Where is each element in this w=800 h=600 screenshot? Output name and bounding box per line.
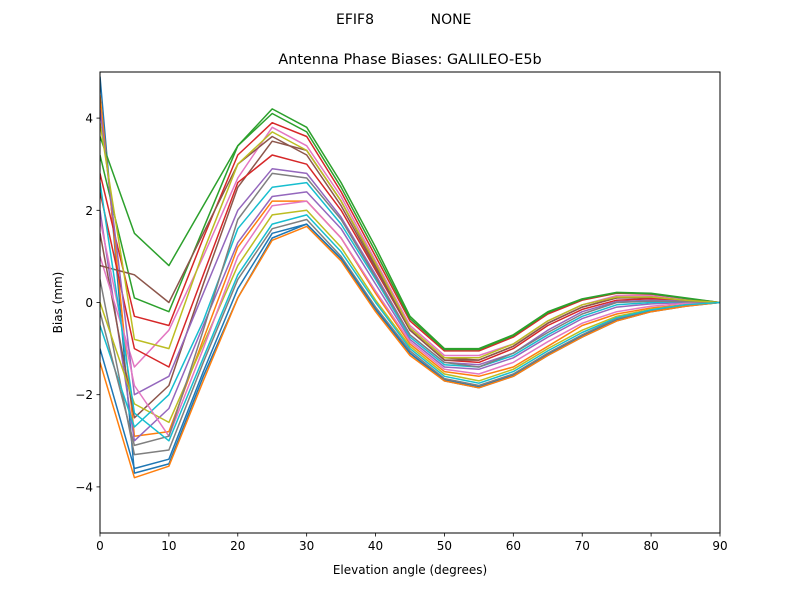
chart-title: Antenna Phase Biases: GALILEO-E5b bbox=[278, 52, 541, 68]
series-line-9 bbox=[100, 209, 720, 424]
x-tick-label: 80 bbox=[643, 539, 658, 553]
x-tick-label: 40 bbox=[368, 539, 383, 553]
series-line-19 bbox=[100, 122, 720, 359]
y-tick-label: 2 bbox=[85, 204, 93, 218]
x-tick-label: 90 bbox=[712, 539, 727, 553]
series-line-18 bbox=[100, 172, 720, 447]
y-tick-label: −4 bbox=[75, 480, 93, 494]
series-line-16 bbox=[100, 135, 720, 361]
x-tick-label: 30 bbox=[299, 539, 314, 553]
series-line-5 bbox=[100, 191, 720, 442]
x-tick-label: 70 bbox=[575, 539, 590, 553]
x-tick-label: 10 bbox=[161, 539, 176, 553]
series-line-20 bbox=[100, 182, 720, 442]
y-tick-label: 0 bbox=[85, 296, 93, 310]
series-line-13 bbox=[100, 112, 720, 351]
x-tick-label: 60 bbox=[506, 539, 521, 553]
y-axis: −4 −2 0 2 4 bbox=[75, 112, 100, 494]
series-line-17 bbox=[100, 200, 720, 437]
x-tick-label: 50 bbox=[437, 539, 452, 553]
x-tick-label: 0 bbox=[96, 539, 104, 553]
y-axis-label: Bias (mm) bbox=[51, 272, 65, 334]
series-line-7 bbox=[100, 126, 720, 368]
y-tick-label: −2 bbox=[75, 388, 93, 402]
x-tick-label: 20 bbox=[230, 539, 245, 553]
suptitle-left: EFIF8 bbox=[336, 12, 374, 28]
series-line-8 bbox=[100, 218, 720, 456]
y-tick-label: 4 bbox=[85, 112, 93, 126]
series-line-10 bbox=[100, 181, 720, 428]
suptitle-right: NONE bbox=[431, 12, 472, 28]
plot-area bbox=[100, 76, 720, 479]
series-line-2 bbox=[100, 95, 720, 437]
series-line-12 bbox=[100, 225, 720, 479]
x-axis-label: Elevation angle (degrees) bbox=[333, 563, 487, 577]
x-axis: 0 10 20 30 40 50 60 70 80 90 bbox=[96, 533, 728, 553]
